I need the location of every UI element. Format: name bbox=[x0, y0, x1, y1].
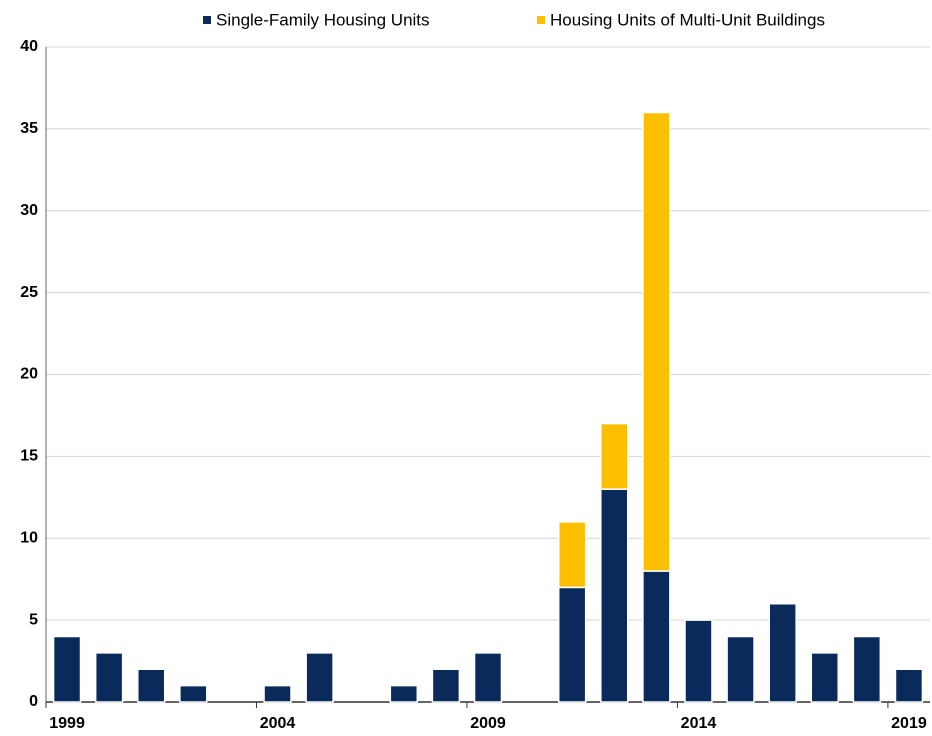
bar-segment bbox=[894, 668, 924, 703]
bar-segment bbox=[431, 668, 461, 703]
bar-segment bbox=[642, 111, 671, 572]
y-tick-label: 5 bbox=[29, 611, 38, 628]
x-tick-label: 2019 bbox=[891, 715, 927, 732]
bar-segment bbox=[642, 570, 671, 703]
y-tick-label: 35 bbox=[20, 120, 38, 137]
bar-segment bbox=[305, 652, 334, 703]
bar-segment bbox=[810, 652, 839, 703]
x-tick-label: 1999 bbox=[49, 715, 85, 732]
bar-segment bbox=[726, 635, 755, 703]
y-tick-label: 20 bbox=[20, 366, 38, 383]
bar-segment bbox=[137, 668, 166, 703]
x-tick-label: 2014 bbox=[681, 715, 717, 732]
legend-swatch bbox=[203, 16, 211, 24]
y-tick-label: 10 bbox=[20, 529, 38, 546]
bar-segment bbox=[557, 586, 587, 703]
bar-segment bbox=[600, 488, 629, 703]
legend-swatch bbox=[537, 16, 545, 24]
y-tick-label: 25 bbox=[20, 284, 38, 301]
y-tick-label: 40 bbox=[20, 38, 38, 55]
y-tick-label: 15 bbox=[20, 448, 38, 465]
y-tick-label: 30 bbox=[20, 202, 38, 219]
bar-segment bbox=[684, 619, 713, 703]
legend-label: Single-Family Housing Units bbox=[216, 10, 430, 29]
bar-segment bbox=[263, 684, 292, 703]
bar-segment bbox=[768, 603, 797, 703]
bar-segment bbox=[94, 652, 124, 703]
legend-label: Housing Units of Multi-Unit Buildings bbox=[550, 10, 825, 29]
bar-segment bbox=[557, 521, 587, 589]
bar-segment bbox=[600, 422, 629, 490]
bar-segment bbox=[389, 684, 419, 703]
bar-segment bbox=[852, 635, 882, 703]
x-tick-label: 2009 bbox=[470, 715, 506, 732]
y-tick-label: 0 bbox=[29, 693, 38, 710]
bar-segment bbox=[52, 635, 82, 703]
bar-segment bbox=[179, 684, 208, 703]
bar-segment bbox=[473, 652, 503, 703]
x-tick-label: 2004 bbox=[260, 715, 296, 732]
